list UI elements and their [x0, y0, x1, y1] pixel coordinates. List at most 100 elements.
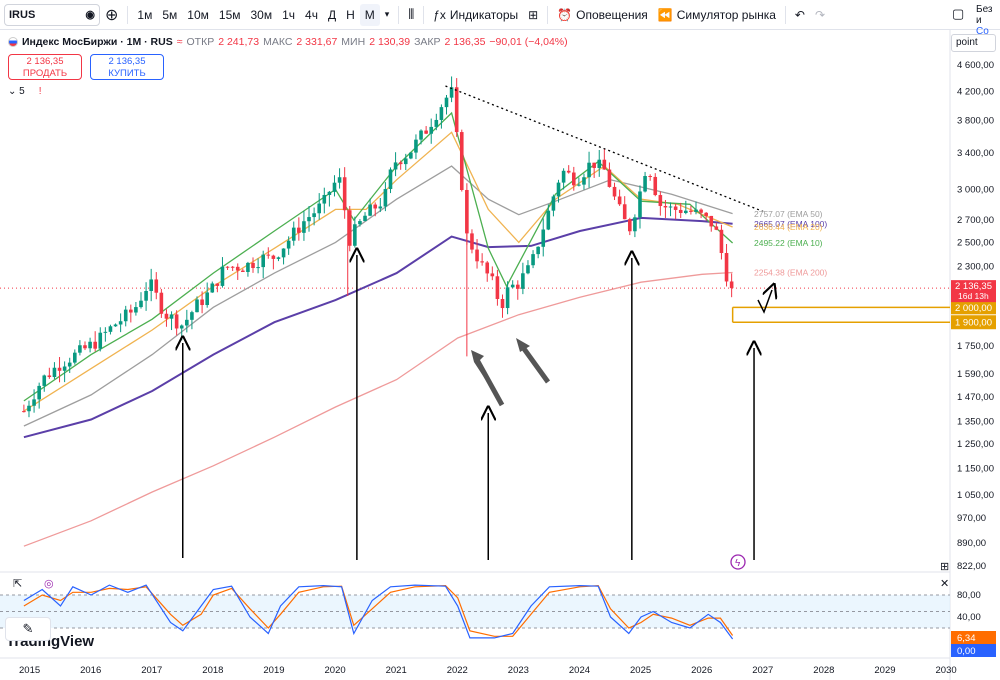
change-value: −90,01 (−4,04%)	[489, 36, 568, 48]
simulator-button[interactable]: ⏪ Симулятор рынка	[653, 4, 781, 26]
grid-icon[interactable]: ⊞	[940, 561, 950, 573]
candle-body	[607, 169, 612, 187]
candle-body	[337, 177, 342, 183]
add-symbol-button[interactable]: ⊕	[105, 6, 119, 24]
sell-label: ПРОДАТЬ	[22, 68, 68, 79]
candle-body	[185, 319, 189, 326]
close-value: 2 136,35	[444, 36, 486, 48]
candle-body	[251, 262, 255, 269]
open-value: 2 241,73	[218, 36, 260, 48]
candle-body	[571, 172, 576, 186]
y-tick-label-10: 1 470,00	[957, 392, 994, 403]
layout-grid-icon[interactable]: ⊞	[528, 7, 539, 22]
timeframe-6[interactable]: 4ч	[305, 7, 318, 22]
redo-icon[interactable]: ↷	[814, 7, 826, 22]
ema-label-4: 2254.38 (EMA 200)	[754, 267, 827, 277]
candle-body	[83, 345, 87, 349]
lightning-glyph: ϟ	[735, 558, 741, 569]
timeframe-0[interactable]: 1м	[137, 7, 153, 22]
x-tick-label-10: 2025	[630, 665, 651, 676]
osc-k-line	[23, 584, 734, 640]
save-area[interactable]: ▢ Без и Со	[952, 4, 1000, 37]
timeframe-2[interactable]: 10м	[187, 7, 209, 22]
oscillator-icon[interactable]: ◎	[44, 578, 54, 590]
candle-body	[113, 324, 118, 327]
y-tick-label-14: 1 050,00	[957, 490, 994, 501]
indicators-count: 5	[19, 86, 25, 97]
divider	[127, 5, 129, 24]
buy-button[interactable]: 2 136,35 КУПИТЬ	[90, 54, 164, 80]
candle-body	[200, 299, 204, 306]
low-label: МИН	[341, 36, 366, 48]
sell-button[interactable]: 2 136,35 ПРОДАТЬ	[8, 54, 82, 80]
candle-body	[373, 204, 378, 209]
candle-body	[729, 281, 734, 289]
candle-body	[393, 162, 398, 170]
eye-icon[interactable]: ◉	[85, 9, 95, 21]
level-tag-0	[951, 300, 996, 315]
undo-icon[interactable]: ↶	[794, 7, 805, 22]
candle-body	[368, 204, 372, 216]
candle-body	[118, 321, 123, 325]
candle-body	[149, 279, 153, 291]
alert-icon[interactable]: !	[38, 86, 42, 97]
x-tick-label-2: 2017	[141, 665, 162, 676]
candle-body	[302, 221, 306, 233]
timeframe-7[interactable]: Д	[327, 7, 337, 22]
y-tick-label-9: 1 590,00	[957, 369, 994, 380]
candle-body	[353, 224, 357, 246]
candle-body	[327, 191, 332, 195]
lightning-icon	[730, 554, 746, 570]
scale-mode-select[interactable]: point	[951, 34, 996, 52]
candle-body	[551, 196, 556, 211]
close-icon[interactable]: ✕	[940, 578, 950, 590]
candle-body	[592, 162, 596, 168]
candle-body	[414, 139, 418, 153]
candle-body	[266, 254, 271, 256]
candle-body	[459, 132, 464, 190]
candle-body	[699, 209, 703, 213]
diagonal-arrow-1	[516, 338, 530, 352]
x-tick-label-7: 2022	[447, 665, 468, 676]
candle-body	[419, 130, 423, 140]
candle-body	[256, 267, 260, 269]
candle-body	[500, 299, 505, 309]
y-tick-label-13: 1 150,00	[957, 463, 994, 474]
timeframe-5[interactable]: 1ч	[282, 7, 296, 22]
candle-body	[67, 362, 72, 367]
chevron-down-icon: ⌄ 5	[8, 86, 25, 97]
indicators-button[interactable]: ƒx Индикаторы	[428, 4, 523, 26]
candle-body	[123, 309, 128, 322]
x-tick-label-4: 2019	[263, 665, 284, 676]
x-tick-label-13: 2028	[813, 665, 834, 676]
timeframe-3[interactable]: 15м	[218, 7, 241, 22]
indicators-toggle[interactable]: ⌄ 5 !	[8, 86, 42, 97]
candle-body	[470, 233, 474, 250]
timeframe-8[interactable]: Н	[346, 7, 355, 22]
candle-body	[536, 246, 540, 255]
candle-body	[587, 162, 591, 178]
candle-body	[297, 227, 301, 233]
candle-body	[449, 87, 454, 98]
candle-body	[347, 210, 352, 246]
alerts-button[interactable]: ⏰ Оповещения	[552, 4, 653, 26]
candle-body	[561, 170, 566, 183]
divider	[423, 5, 425, 24]
chevron-down-icon[interactable]: ▾	[384, 9, 390, 19]
candle-body	[27, 405, 31, 412]
candle-body	[398, 162, 403, 165]
candle-body	[658, 195, 663, 206]
x-tick-label-0: 2015	[19, 665, 40, 676]
pencil-icon[interactable]: ✎	[5, 617, 51, 641]
oscillator-settings-icon[interactable]: ⇱	[13, 578, 23, 590]
timeframe-9[interactable]: М	[359, 3, 380, 26]
candles-icon[interactable]: ⫴	[408, 6, 415, 22]
timeframe-4[interactable]: 30м	[250, 7, 273, 22]
level-tag-text-1: 1 900,00	[955, 318, 992, 329]
candle-body	[32, 399, 36, 406]
candle-body	[22, 411, 26, 413]
y-tick-label-0: 4 600,00	[957, 60, 994, 71]
symbol-search[interactable]: IRUS ◉	[4, 3, 100, 26]
timeframe-1[interactable]: 5м	[162, 7, 178, 22]
